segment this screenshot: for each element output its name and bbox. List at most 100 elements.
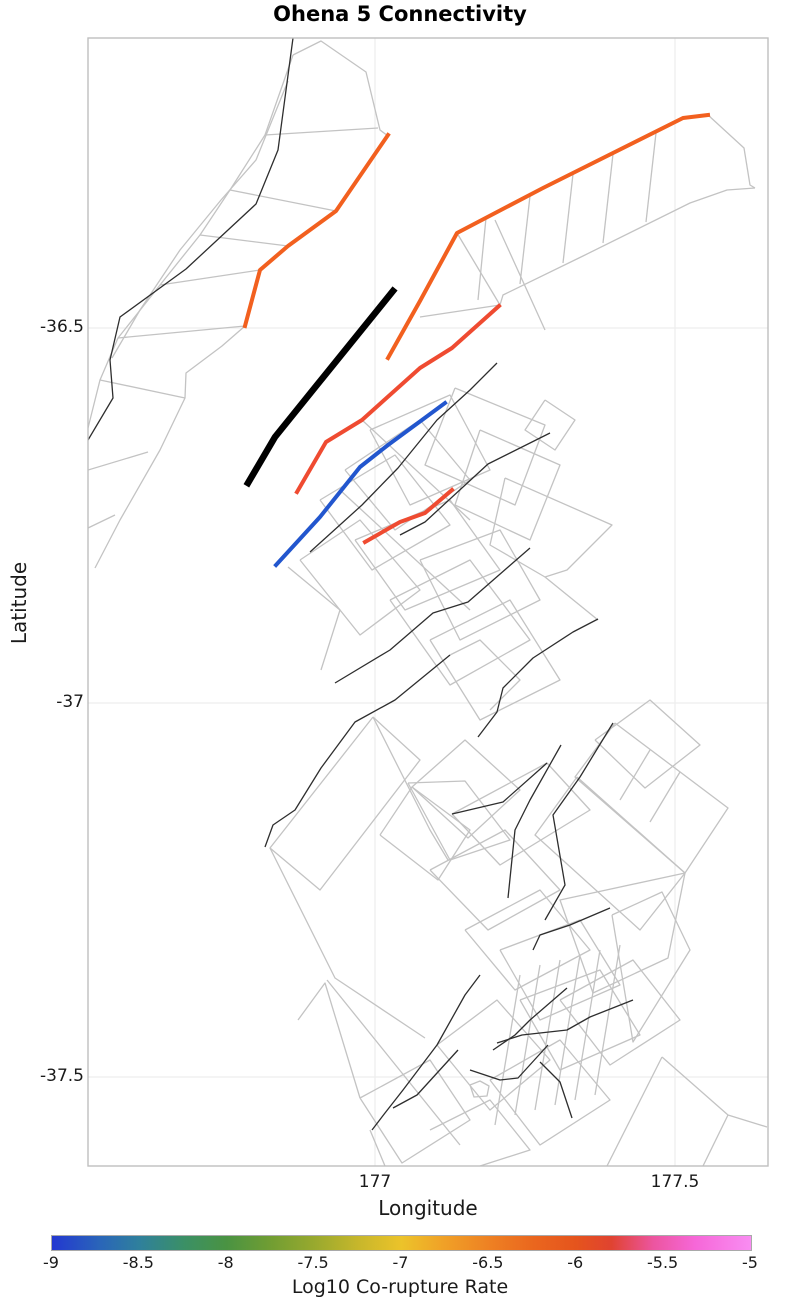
fault-polygon-trace <box>292 40 389 137</box>
source-fault-ohena-5 <box>243 286 398 488</box>
fault-polygon-trace <box>269 716 421 891</box>
corupture-fault-blue <box>273 400 448 568</box>
y-axis-label: Latitude <box>7 561 31 645</box>
colorbar-tick-label: -8 <box>217 1253 234 1272</box>
fault-polygon-trace <box>544 576 599 621</box>
fault-polygon-trace <box>117 325 246 339</box>
fault-surface-trace <box>532 907 611 951</box>
fault-surface-trace <box>539 1061 573 1119</box>
colorbar-tick-label: -9 <box>43 1253 59 1272</box>
fault-polygon-trace <box>519 195 531 285</box>
fault-polygon-trace <box>389 559 531 686</box>
fault-polygon-trace <box>379 786 471 881</box>
fault-polygon-trace <box>464 889 591 991</box>
corupture-fault-orange-west <box>242 132 391 329</box>
fault-polygon-trace <box>159 269 261 286</box>
fault-polygon-trace <box>199 234 289 247</box>
fault-polygon-trace <box>319 454 451 571</box>
fault-surface-trace <box>309 362 498 553</box>
fault-polygon-trace <box>574 722 729 874</box>
fault-polygon-trace <box>454 429 561 541</box>
fault-polygon-trace <box>88 514 116 529</box>
x-tick-label: 177 <box>358 1172 392 1192</box>
fault-polygon-trace <box>594 944 621 1096</box>
fault-surface-trace <box>451 762 548 815</box>
fault-polygon-trace <box>297 982 361 1099</box>
fault-polygon-trace <box>99 379 186 399</box>
fault-polygon-trace <box>707 114 756 189</box>
fault-polygon-trace <box>519 969 641 1071</box>
fault-polygon-trace <box>429 1099 531 1166</box>
y-tick-label: -37.5 <box>40 1066 84 1086</box>
fault-polygon-trace <box>494 974 521 1126</box>
corupture-fault-red-short <box>362 487 455 545</box>
fault-polygon-trace <box>602 153 614 244</box>
fault-polygon-trace <box>419 529 541 641</box>
fault-polygon-trace <box>88 451 149 471</box>
y-tick-label: -36.5 <box>40 317 84 337</box>
fault-polygon-trace <box>534 959 561 1111</box>
fault-surface-trace <box>492 987 568 1051</box>
corupture-fault-red-long <box>294 303 502 495</box>
fault-polygon-trace <box>594 699 701 789</box>
fault-polygon-trace <box>645 132 657 223</box>
fault-polygon-trace <box>451 762 591 866</box>
fault-polygon-trace <box>559 959 681 1066</box>
colorbar <box>51 1235 752 1251</box>
colorbar-tick-label: -5 <box>742 1253 758 1272</box>
fault-polygon-trace <box>344 419 471 531</box>
fault-polygon-trace <box>359 1059 471 1164</box>
fault-polygon-trace <box>424 387 546 506</box>
fault-surface-trace <box>469 1044 549 1081</box>
y-tick-label: -37 <box>56 692 84 712</box>
fault-polygon-trace <box>111 80 289 359</box>
fault-polygon-trace <box>702 1114 729 1166</box>
fault-polygon-trace <box>361 419 471 521</box>
fault-polygon-trace <box>477 217 487 301</box>
fault-polygon-trace <box>494 219 546 331</box>
fault-polygon-trace <box>369 394 491 506</box>
fault-polygon-trace <box>524 399 576 451</box>
fault-surface-trace <box>334 547 531 684</box>
x-axis-label: Longitude <box>378 1196 478 1220</box>
colorbar-tick-label: -6 <box>567 1253 584 1272</box>
fault-polygon-trace <box>534 776 686 931</box>
fault-polygon-trace <box>429 599 561 721</box>
fault-surface-trace <box>496 999 634 1044</box>
map-lines-layer <box>88 38 768 1166</box>
fault-surface-trace <box>544 722 614 921</box>
fault-polygon-trace <box>489 477 613 578</box>
fault-polygon-trace <box>436 999 551 1111</box>
fault-polygon-trace <box>649 771 681 823</box>
fault-polygon-trace <box>456 232 501 306</box>
fault-polygon-trace <box>619 749 651 801</box>
fault-polygon-trace <box>326 979 461 1146</box>
fault-surface-trace <box>392 1049 459 1109</box>
fault-polygon-trace <box>489 1039 611 1146</box>
fault-polygon-trace <box>339 489 471 611</box>
x-tick-label: 177.5 <box>650 1172 700 1192</box>
fault-polygon-trace <box>661 1056 768 1128</box>
fault-polygon-trace <box>419 304 501 318</box>
colorbar-tick-label: -8.5 <box>122 1253 154 1272</box>
fault-polygon-trace <box>611 891 691 1043</box>
colorbar-tick-label: -5.5 <box>647 1253 679 1272</box>
fault-polygon-trace <box>411 739 521 839</box>
fault-polygon-trace <box>606 1056 663 1166</box>
fault-surface-trace <box>507 744 562 899</box>
fault-polygon-trace <box>499 919 621 1021</box>
colorbar-label: Log10 Co-rupture Rate <box>291 1276 509 1298</box>
fault-polygon-trace <box>562 173 574 264</box>
corupture-fault-orange-east <box>385 112 711 361</box>
fault-polygon-trace <box>94 325 246 569</box>
colorbar-tick-label: -7.5 <box>297 1253 329 1272</box>
fault-surface-trace <box>264 654 451 848</box>
fault-polygon-trace <box>469 1080 490 1098</box>
colorbar-tick-label: -6.5 <box>472 1253 504 1272</box>
page-title: Ohena 5 Connectivity <box>273 2 527 26</box>
fault-polygon-trace <box>88 54 294 429</box>
fault-polygon-trace <box>499 187 756 306</box>
fault-surface-trace <box>371 974 481 1131</box>
